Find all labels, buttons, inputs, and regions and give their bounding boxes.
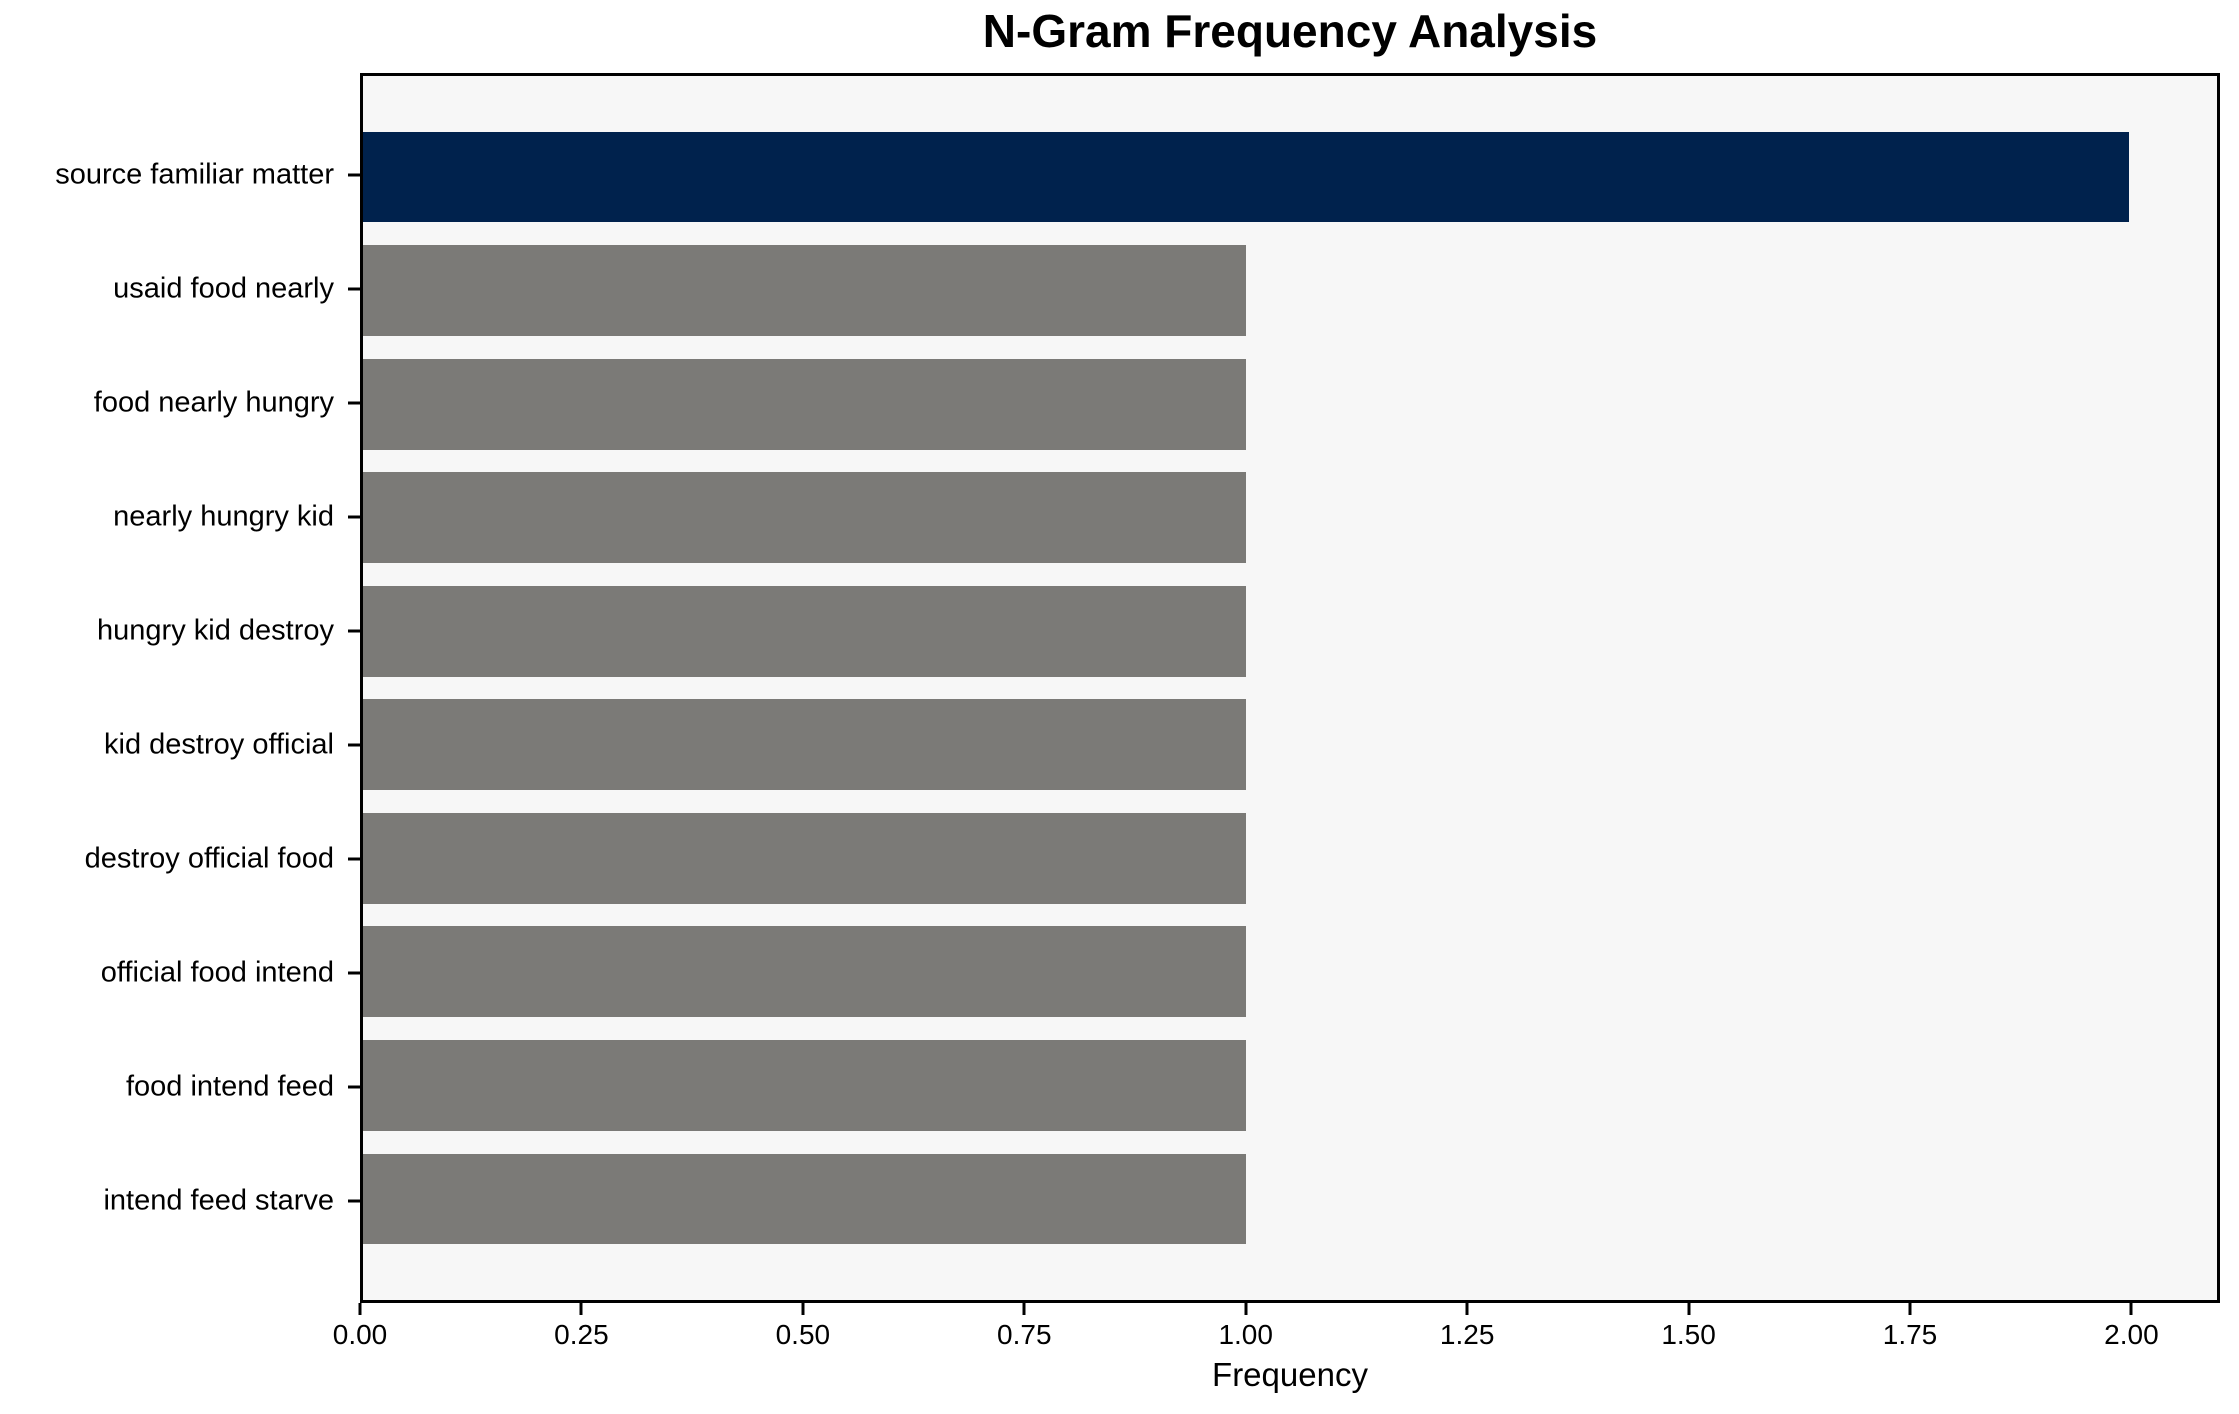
x-axis: 0.00 0.25 0.50 0.75 1.00 1.25 1.50 1.75 2.00 — [333, 1303, 2220, 1383]
y-axis: source familiar matter usaid food nearly f… — [0, 73, 360, 1303]
y-tick-mark — [348, 1085, 360, 1089]
y-tick-mark — [348, 629, 360, 633]
y-tick-mark — [348, 173, 360, 177]
bar-5 — [363, 585, 1246, 677]
x-tick-mark — [1908, 1303, 1912, 1315]
y-tick-mark — [348, 971, 360, 975]
x-tick-mark — [579, 1303, 583, 1315]
y-tick-label: food intend feed — [125, 1070, 334, 1103]
x-tick-label: 0.25 — [554, 1319, 609, 1350]
y-tick-label: intend feed starve — [103, 1184, 334, 1217]
x-tick-mark — [1022, 1303, 1026, 1315]
y-tick-mark — [348, 857, 360, 861]
x-tick-label: 1.75 — [1882, 1319, 1938, 1350]
plot-area — [360, 73, 2220, 1303]
x-tick-label: 0.75 — [997, 1319, 1052, 1350]
bar-4 — [363, 472, 1246, 564]
y-tick-label: nearly hungry kid — [113, 500, 334, 533]
bar-10 — [363, 1153, 1246, 1245]
bar-7 — [363, 812, 1246, 904]
y-tick-mark — [348, 401, 360, 405]
x-tick-label: 1.50 — [1661, 1319, 1716, 1350]
y-tick-label: kid destroy official — [104, 728, 334, 761]
chart-title: N-Gram Frequency Analysis — [982, 5, 1598, 57]
y-tick-label: usaid food nearly — [113, 272, 334, 305]
y-tick-mark — [348, 287, 360, 291]
x-tick-label: 2.00 — [2104, 1319, 2159, 1350]
bar-2 — [363, 245, 1246, 336]
x-tick-label: 0.50 — [775, 1319, 831, 1350]
y-tick-label: hungry kid destroy — [97, 614, 334, 647]
x-tick-label: 0.00 — [332, 1319, 388, 1350]
x-tick-label: 1.00 — [1218, 1319, 1273, 1350]
y-tick-label: source familiar matter — [55, 158, 334, 191]
x-axis-title: Frequency — [1212, 1356, 1368, 1393]
bar-8 — [363, 926, 1246, 1018]
x-tick-mark — [801, 1303, 805, 1315]
x-tick-mark — [1687, 1303, 1691, 1315]
y-tick-label: official food intend — [100, 956, 334, 989]
bar-1 — [363, 131, 2129, 223]
bar-3 — [363, 358, 1246, 450]
bar-9 — [363, 1039, 1246, 1131]
y-tick-label: food nearly hungry — [93, 386, 334, 419]
x-tick-mark — [2129, 1303, 2133, 1315]
y-tick-mark — [348, 515, 360, 519]
x-tick-label: 1.25 — [1439, 1319, 1495, 1350]
x-tick-mark — [358, 1303, 362, 1315]
x-tick-mark — [1244, 1303, 1248, 1315]
y-tick-mark — [348, 743, 360, 747]
x-tick-mark — [1465, 1303, 1469, 1315]
y-tick-label: destroy official food — [84, 842, 334, 875]
y-tick-mark — [348, 1199, 360, 1203]
bar-6 — [363, 699, 1246, 791]
